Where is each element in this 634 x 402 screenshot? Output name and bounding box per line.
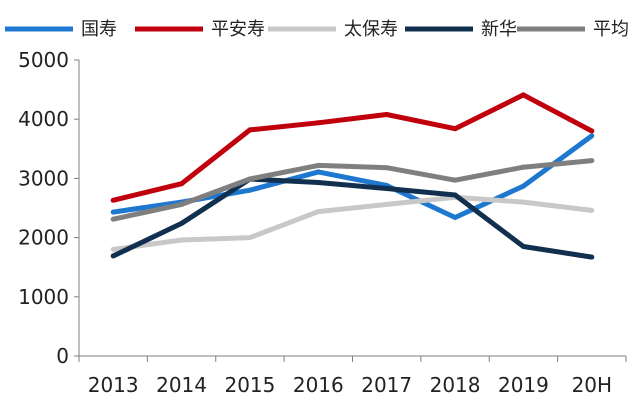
legend-label-3: 新华 [481,19,517,40]
data-point-s2-6 [520,199,526,205]
y-axis: 0 1000 2000 3000 4000 5000 [18,48,80,368]
data-point-s3-0 [110,253,116,259]
data-point-s1-0 [110,197,116,203]
data-point-s2-7 [589,207,595,213]
data-point-s4-3 [315,162,321,168]
series-line-3 [112,176,593,260]
data-point-s4-2 [247,176,253,182]
y-tick-label: 0 [56,344,69,368]
data-point-s2-3 [315,209,321,215]
x-tick-label: 2014 [156,373,207,397]
data-point-s0-0 [110,209,116,215]
series-line-1 [112,92,593,203]
data-point-s4-0 [110,216,116,222]
data-point-s3-1 [179,220,185,226]
data-point-s1-5 [452,126,458,132]
data-point-s1-2 [247,127,253,133]
data-point-s0-6 [520,183,526,189]
y-tick-label: 2000 [18,226,69,250]
x-axis: 2013 2014 2015 2016 2017 2018 2019 20H [78,355,627,397]
x-tick-label: 2018 [430,373,481,397]
legend-label-1: 平安寿 [211,19,265,40]
data-point-s0-7 [589,133,595,139]
data-point-s3-5 [452,192,458,198]
data-point-s3-6 [520,243,526,249]
x-tick-label: 2017 [361,373,412,397]
data-point-s4-6 [520,164,526,170]
data-point-s4-1 [179,201,185,207]
data-point-s3-7 [589,254,595,260]
data-point-s3-4 [384,185,390,191]
data-point-s4-4 [384,165,390,171]
data-point-s0-2 [247,187,253,193]
x-tick-label: 2015 [224,373,275,397]
data-point-s4-7 [589,158,595,164]
legend-label-2: 太保寿 [344,19,398,40]
data-point-s1-3 [315,120,321,126]
x-tick-label: 20H [572,373,613,397]
series-line-2 [112,194,593,252]
x-tick-label: 2016 [293,373,344,397]
legend: 国寿 平安寿 太保寿 新华 平均 [5,19,629,40]
series-line-4 [112,158,593,222]
y-tick-label: 4000 [18,107,69,131]
data-point-s0-3 [315,169,321,175]
data-point-s2-0 [110,246,116,252]
data-point-s4-5 [452,177,458,183]
x-tick-label: 2019 [498,373,549,397]
y-tick-label: 3000 [18,166,69,190]
data-point-s2-2 [247,235,253,241]
data-point-s2-1 [179,237,185,243]
data-point-s1-6 [520,92,526,98]
data-point-s3-3 [315,180,321,186]
y-tick-label: 1000 [18,285,69,309]
x-tick-label: 2013 [88,373,139,397]
data-point-s1-7 [589,128,595,134]
series-layer [110,92,595,260]
data-point-s1-1 [179,181,185,187]
legend-label-0: 国寿 [81,19,117,40]
y-tick-label: 5000 [18,48,69,72]
data-point-s1-4 [384,111,390,117]
legend-label-4: 平均 [593,19,629,40]
data-point-s0-5 [452,214,458,220]
data-point-s2-4 [384,201,390,207]
